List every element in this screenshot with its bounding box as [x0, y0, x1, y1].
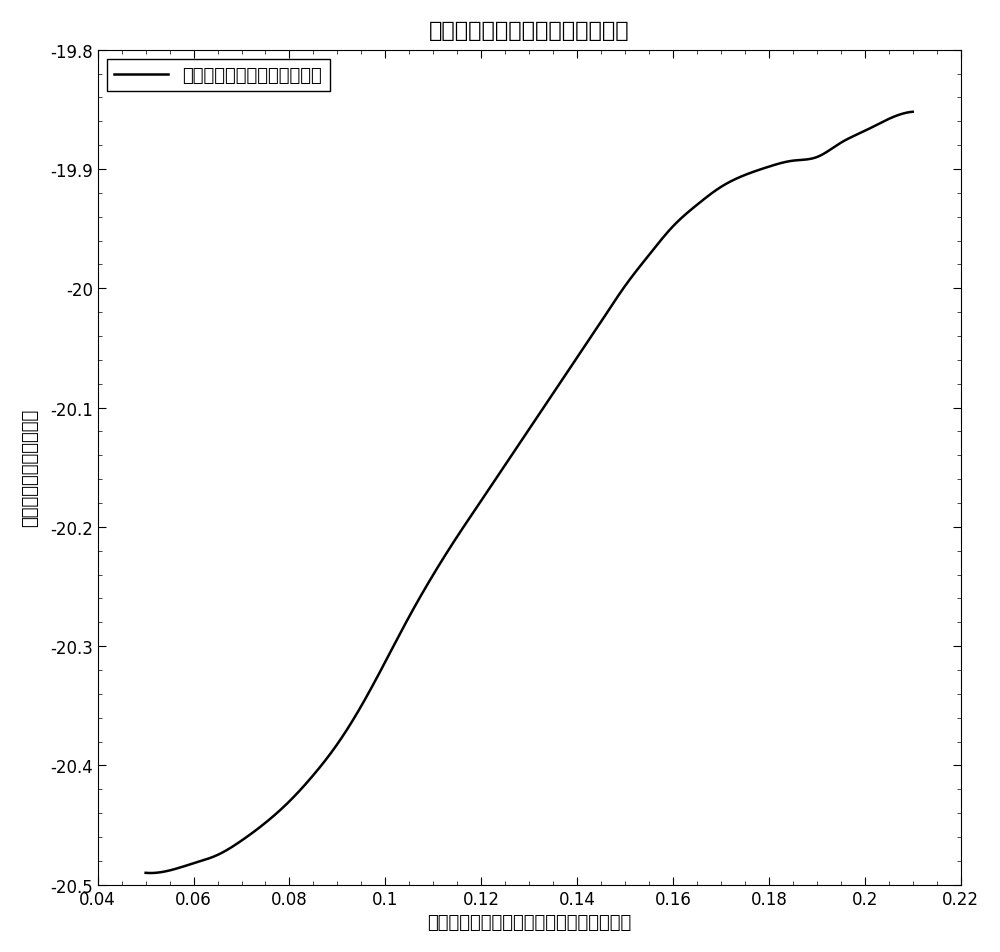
围压装置内壁摩擦力分布曲线 — [219, 845, 231, 857]
围压装置内壁摩擦力分布曲线 — [667, 221, 679, 232]
Legend: 围压装置内壁摩擦力分布曲线: 围压装置内壁摩擦力分布曲线 — [107, 60, 330, 92]
围压装置内壁摩擦力分布曲线 — [752, 165, 764, 176]
围压装置内壁摩擦力分布曲线 — [739, 170, 751, 182]
Y-axis label: 围压装置内壁摩擦力数値: 围压装置内壁摩擦力数値 — [21, 408, 39, 526]
围压装置内壁摩擦力分布曲线 — [144, 867, 156, 879]
围压装置内壁摩擦力分布曲线 — [451, 532, 463, 544]
围压装置内壁摩擦力分布曲线 — [478, 491, 490, 503]
Title: 围压装置内壁摩擦力分布函数图形: 围压装置内壁摩擦力分布函数图形 — [429, 21, 629, 41]
Line: 围压装置内壁摩擦力分布曲线: 围压装置内壁摩擦力分布曲线 — [146, 112, 913, 873]
围压装置内壁摩擦力分布曲线 — [907, 107, 919, 118]
X-axis label: 电阵应变片中心位置距围压装置顶端的距离: 电阵应变片中心位置距围压装置顶端的距离 — [427, 913, 631, 931]
围压装置内壁摩擦力分布曲线 — [140, 867, 152, 879]
